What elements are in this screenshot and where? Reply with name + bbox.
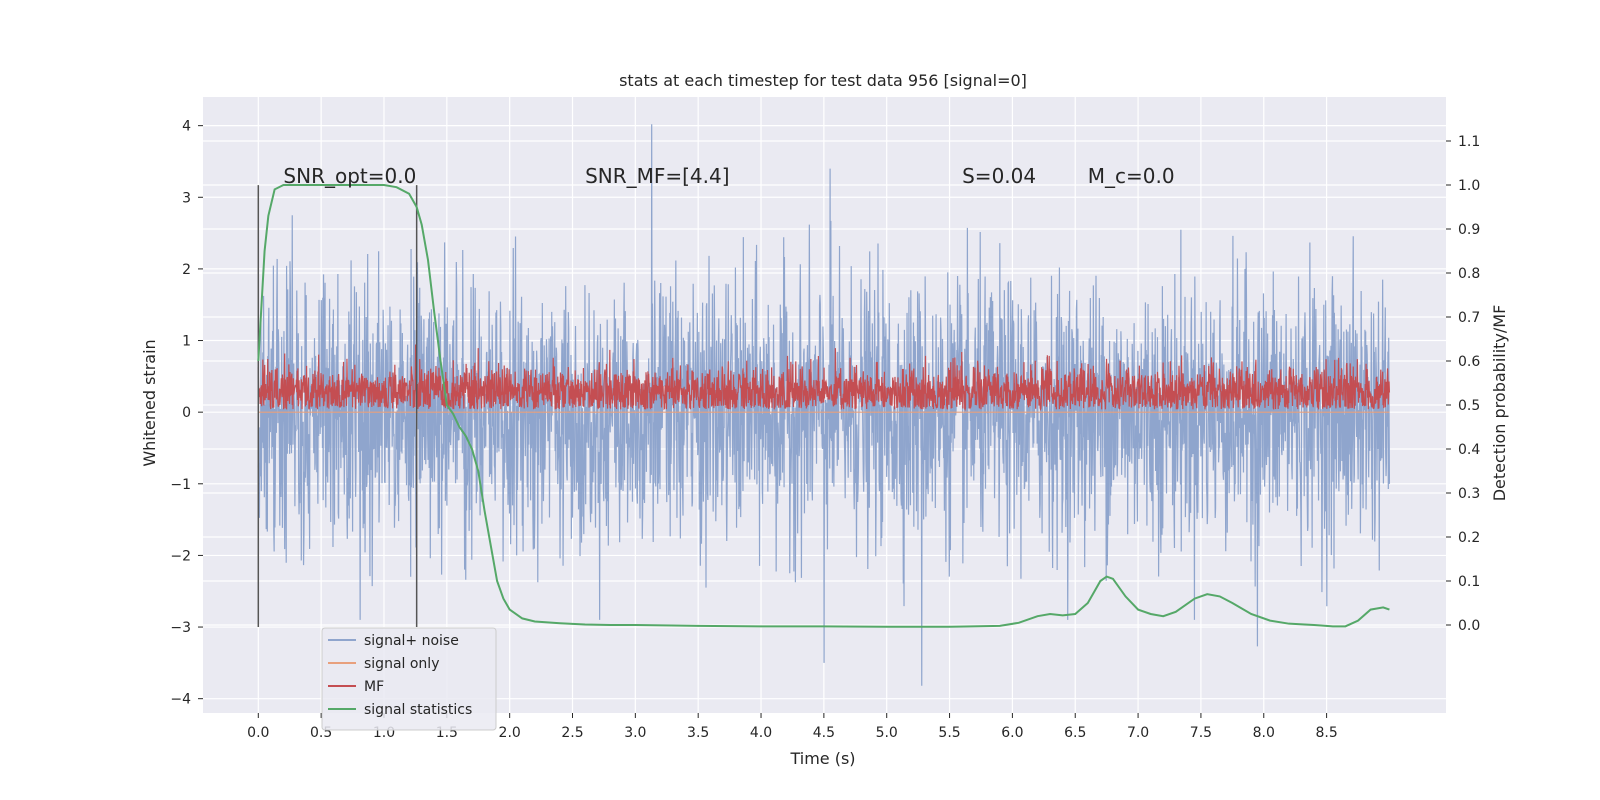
y-right-tick-label: 1.0 <box>1458 178 1480 194</box>
y-tick-label: −1 <box>170 477 191 493</box>
y-right-tick-label: 0.7 <box>1458 310 1480 326</box>
y-tick-label: 3 <box>182 190 191 206</box>
line-mf <box>257 344 1391 412</box>
y-axis-right-label: Detection probability/MF <box>1490 305 1509 502</box>
x-tick-label: 3.5 <box>687 725 709 741</box>
y-tick-label: −3 <box>170 620 191 636</box>
x-tick-label: 4.0 <box>750 725 772 741</box>
x-tick-label: 5.5 <box>938 725 960 741</box>
annotation-text: M_c=0.0 <box>1088 164 1175 188</box>
x-tick-label: 8.5 <box>1315 725 1337 741</box>
y-right-tick-label: 0.6 <box>1458 354 1480 370</box>
line-signal-noise <box>257 124 1391 686</box>
y-right-tick-label: 0.9 <box>1458 222 1480 238</box>
y-tick-label: 4 <box>182 119 191 135</box>
annotations: SNR_opt=0.0 SNR_MF=[4.4] S=0.04 M_c=0.0 <box>283 164 1174 188</box>
x-tick-label: 7.5 <box>1190 725 1212 741</box>
legend-label: signal only <box>364 656 439 672</box>
y-tick-label: 2 <box>182 262 191 278</box>
y-tick-label: −2 <box>170 548 191 564</box>
x-axis-label: Time (s) <box>789 749 855 768</box>
x-tick-label: 2.0 <box>499 725 521 741</box>
vertical-markers <box>257 185 418 628</box>
x-tick-label: 4.5 <box>813 725 835 741</box>
x-tick-label: 2.5 <box>561 725 583 741</box>
y-tick-label: 1 <box>182 334 191 350</box>
y-right-tick-label: 0.8 <box>1458 266 1480 282</box>
legend-label: signal+ noise <box>364 633 459 649</box>
y-right-tick-label: 0.5 <box>1458 398 1480 414</box>
y-axis-ticks: −4 −3 −2 −1 0 1 2 3 4 <box>170 119 203 708</box>
x-axis-ticks: 0.0 0.5 1.0 1.5 2.0 2.5 3.0 3.5 4.0 4.5 5.0 5.5 6.0 6… <box>247 713 1338 741</box>
legend-label: MF <box>364 679 384 695</box>
y-right-tick-label: 1.1 <box>1458 134 1480 150</box>
chart-title: stats at each timestep for test data 956… <box>619 71 1027 90</box>
legend-label: signal statistics <box>364 702 472 718</box>
x-tick-label: 7.0 <box>1127 725 1149 741</box>
x-tick-label: 6.0 <box>1001 725 1023 741</box>
series-signal-noise <box>257 124 1391 686</box>
y-right-tick-label: 0.4 <box>1458 442 1480 458</box>
y-right-tick-label: 0.0 <box>1458 618 1480 634</box>
x-tick-label: 0.0 <box>247 725 269 741</box>
x-tick-label: 6.5 <box>1064 725 1086 741</box>
legend-box <box>321 627 497 731</box>
legend: signal+ noise signal only MF signal statist… <box>321 627 497 731</box>
y-right-tick-label: 0.2 <box>1458 530 1480 546</box>
x-tick-label: 8.0 <box>1253 725 1275 741</box>
y-axis-label: Whitened strain <box>140 339 159 466</box>
y-tick-label: 0 <box>182 405 191 421</box>
x-tick-label: 5.0 <box>876 725 898 741</box>
line-signal-statistics <box>257 184 1390 628</box>
y-axis-right-ticks: 0.0 0.1 0.2 0.3 0.4 0.5 0.6 0.7 0.8 0.9 1.0 1.1 <box>1446 134 1480 634</box>
y-right-tick-label: 0.1 <box>1458 574 1480 590</box>
y-tick-label: −4 <box>170 692 191 708</box>
annotation-text: SNR_MF=[4.4] <box>585 164 729 188</box>
x-tick-label: 3.0 <box>624 725 646 741</box>
annotation-text: S=0.04 <box>962 164 1036 188</box>
series-mf <box>257 344 1391 412</box>
series-signal-statistics <box>257 184 1390 628</box>
y-right-tick-label: 0.3 <box>1458 486 1480 502</box>
annotation-text: SNR_opt=0.0 <box>283 164 416 188</box>
